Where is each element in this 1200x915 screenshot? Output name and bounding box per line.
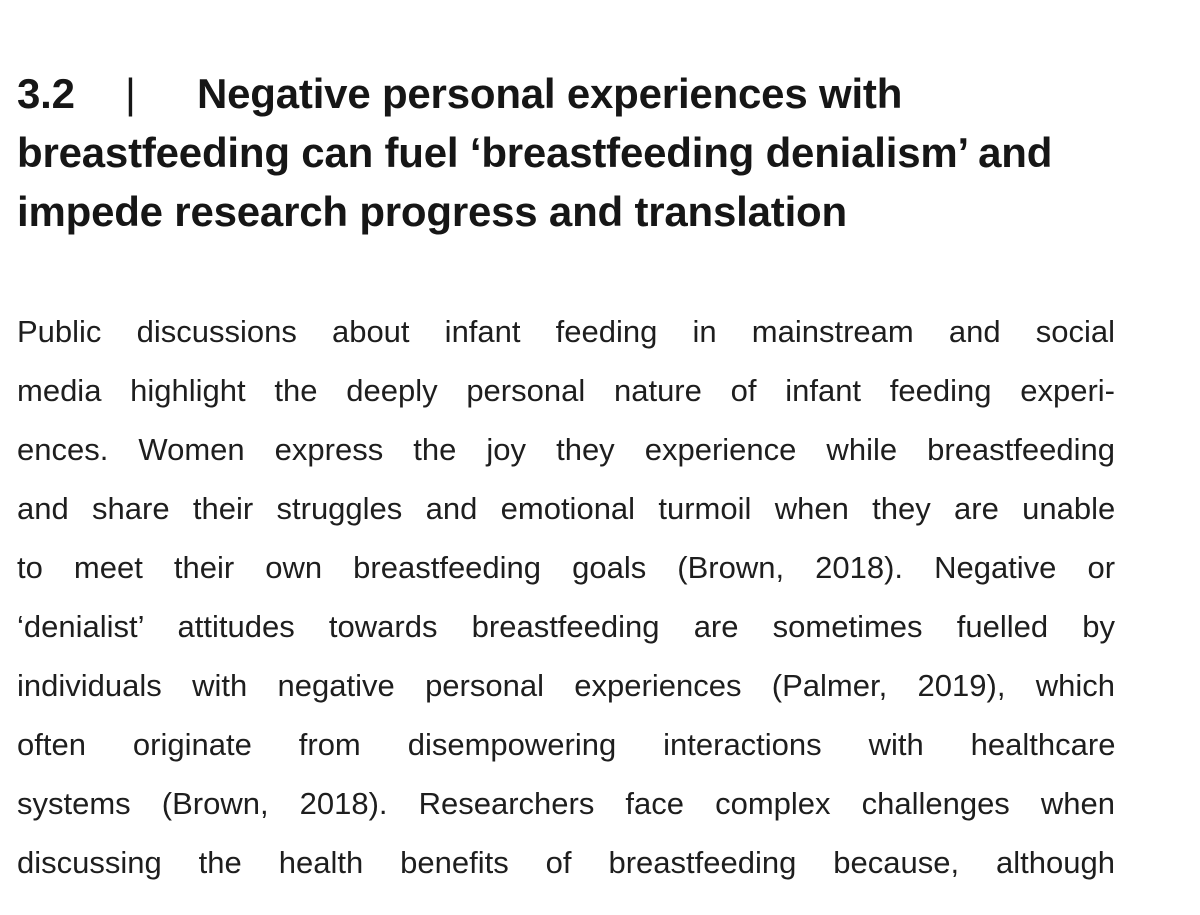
paragraph-line-9: systems (Brown, 2018). Researchers face … — [17, 786, 1115, 821]
paragraph-line-10: discussing the health benefits of breast… — [17, 845, 1115, 880]
body-paragraph: Public discussions about infant feeding … — [17, 302, 1115, 892]
paragraph-line-8: often originate from disempowering inter… — [17, 727, 1116, 762]
paragraph-line-1: Public discussions about infant feeding … — [17, 314, 1115, 349]
paragraph-line-5: to meet their own breastfeeding goals (B… — [17, 550, 1116, 585]
paragraph-line-6: ‘denialist’ attitudes towards breastfeed… — [17, 609, 1116, 644]
section-number: 3.2 — [17, 70, 75, 117]
paragraph-line-3: ences. Women express the joy they experi… — [17, 432, 1115, 467]
paragraph-line-4: and share their struggles and emotional … — [17, 491, 1116, 526]
paragraph-line-7: individuals with negative personal exper… — [17, 668, 1116, 703]
section-separator: | — [125, 70, 136, 117]
section-heading: 3.2 | Negative personal experiences with b… — [17, 64, 1147, 241]
section-title-line-2: breastfeeding can fuel ‘breastfeeding de… — [17, 129, 1053, 176]
section-title-line-3: impede research progress and translation — [17, 188, 847, 235]
paragraph-line-2: media highlight the deeply personal natu… — [17, 373, 1115, 408]
section-title-line-1: Negative personal experiences with — [197, 70, 903, 117]
